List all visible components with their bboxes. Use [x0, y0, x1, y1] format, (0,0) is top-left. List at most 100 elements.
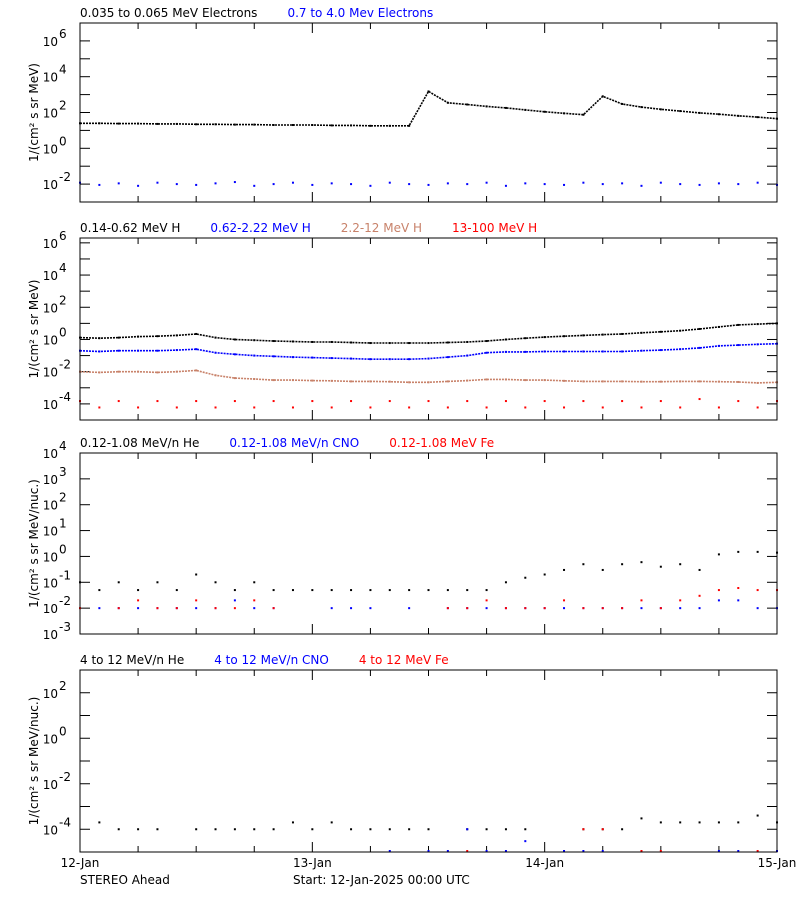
y-tick-exponent: 0 — [59, 542, 67, 556]
data-point — [233, 377, 236, 380]
data-point — [195, 369, 198, 372]
data-point — [156, 581, 159, 584]
data-point — [563, 183, 566, 186]
data-point — [737, 550, 740, 553]
data-point — [98, 607, 101, 610]
data-point — [137, 589, 140, 592]
y-tick-label: 10 — [43, 628, 58, 642]
data-point — [466, 607, 469, 610]
data-point — [737, 821, 740, 824]
data-point — [640, 817, 643, 820]
data-point — [485, 351, 488, 354]
series-1 — [98, 814, 778, 831]
data-point — [640, 599, 643, 602]
data-point — [214, 828, 217, 831]
legend-label: 13-100 MeV H — [452, 221, 537, 235]
data-point — [466, 850, 469, 852]
data-point — [756, 607, 759, 610]
data-point — [311, 828, 314, 831]
data-point — [253, 607, 256, 610]
data-point — [485, 828, 488, 831]
y-tick-label: 10 — [43, 732, 58, 746]
x-tick-label: 12-Jan — [61, 856, 100, 870]
data-point — [601, 607, 604, 610]
data-point — [156, 335, 159, 338]
data-point — [156, 371, 159, 374]
data-point — [717, 850, 720, 852]
data-point — [291, 821, 294, 824]
y-tick-exponent: -1 — [59, 568, 71, 582]
data-point — [446, 356, 449, 359]
data-point — [640, 184, 643, 187]
data-point — [156, 349, 159, 352]
data-point — [311, 183, 314, 186]
data-point — [137, 184, 140, 187]
data-point — [330, 821, 333, 824]
data-point — [466, 183, 469, 186]
data-point — [272, 400, 275, 403]
data-point — [117, 336, 120, 339]
data-point — [659, 400, 662, 403]
y-tick-exponent: 2 — [59, 99, 67, 113]
data-point — [679, 607, 682, 610]
data-point — [524, 840, 527, 843]
y-tick-exponent: 1 — [59, 517, 67, 531]
data-point — [504, 581, 507, 584]
y-tick-exponent: -2 — [59, 170, 71, 184]
data-point — [737, 400, 740, 403]
y-tick-exponent: 0 — [59, 134, 67, 148]
y-tick-label: 10 — [43, 301, 58, 315]
series-trace — [79, 322, 778, 344]
data-point — [601, 183, 604, 186]
data-point — [582, 181, 585, 184]
data-point — [233, 607, 236, 610]
data-point — [98, 183, 101, 186]
y-tick-exponent: 2 — [59, 679, 67, 693]
data-point — [408, 124, 411, 127]
data-point — [543, 573, 546, 576]
data-point — [156, 400, 159, 403]
data-point — [504, 106, 507, 109]
data-point — [698, 594, 701, 597]
data-point — [679, 821, 682, 824]
y-tick-label: 10 — [43, 142, 58, 156]
legend-label: 0.12-1.08 MeV Fe — [389, 436, 494, 450]
data-point — [446, 380, 449, 383]
data-point — [350, 380, 353, 383]
data-point — [156, 607, 159, 610]
data-point — [137, 406, 140, 409]
data-point — [563, 379, 566, 382]
data-point — [737, 183, 740, 186]
data-point — [117, 400, 120, 403]
y-tick-label: 10 — [43, 398, 58, 412]
data-point — [427, 183, 430, 186]
data-point — [621, 182, 624, 185]
y-tick-exponent: 4 — [59, 439, 67, 453]
data-point — [233, 589, 236, 592]
y-tick-label: 10 — [43, 778, 58, 792]
data-point — [253, 599, 256, 602]
data-point — [156, 181, 159, 184]
legend-label: 4 to 12 MeV/n CNO — [214, 653, 329, 667]
data-point — [272, 340, 275, 343]
data-point — [582, 400, 585, 403]
data-point — [369, 406, 372, 409]
data-point — [408, 406, 411, 409]
series-3 — [466, 828, 759, 852]
data-point — [311, 379, 314, 382]
data-point — [601, 850, 604, 852]
data-point — [311, 400, 314, 403]
data-point — [330, 589, 333, 592]
data-point — [698, 346, 701, 349]
data-point — [485, 340, 488, 343]
data-point — [253, 184, 256, 187]
data-point — [408, 358, 411, 361]
data-point — [756, 850, 759, 852]
data-point — [253, 581, 256, 584]
data-point — [756, 589, 759, 592]
data-point — [408, 589, 411, 592]
data-point — [698, 398, 701, 401]
data-point — [233, 400, 236, 403]
data-point — [446, 406, 449, 409]
